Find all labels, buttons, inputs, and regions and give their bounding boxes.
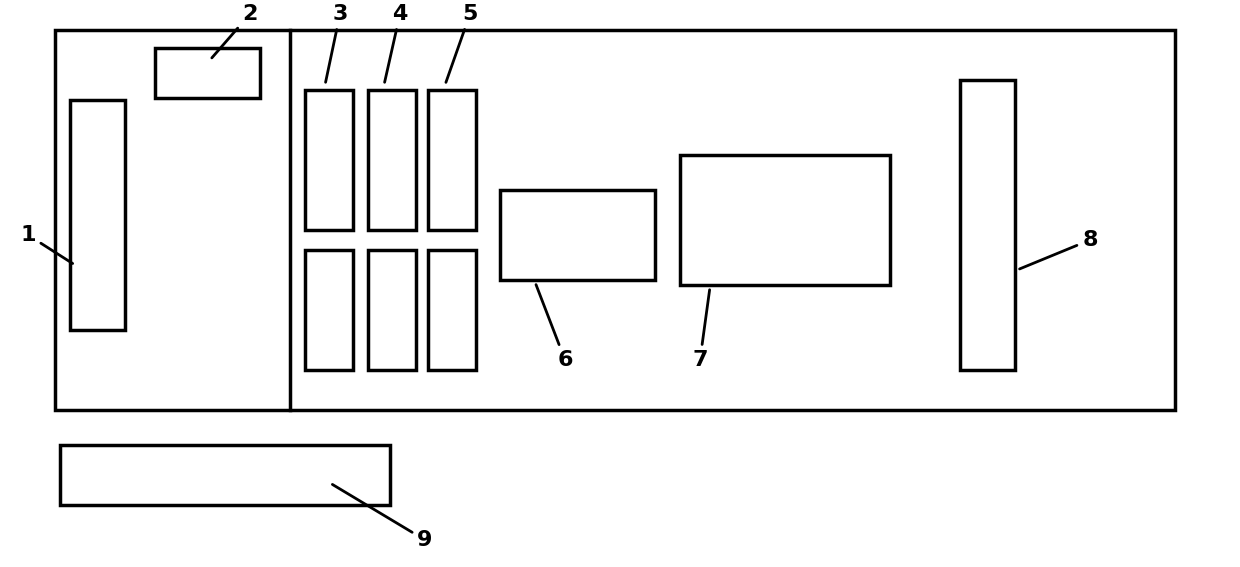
Bar: [60, 445, 391, 505]
Bar: [305, 90, 353, 230]
Text: 8: 8: [1019, 230, 1097, 269]
Text: 2: 2: [212, 4, 258, 58]
Text: 6: 6: [536, 285, 573, 370]
Text: 3: 3: [326, 4, 347, 82]
Bar: [428, 90, 476, 230]
Bar: [368, 90, 415, 230]
Bar: [55, 30, 1176, 410]
Bar: [500, 190, 655, 280]
Text: 5: 5: [446, 4, 477, 82]
Bar: [368, 250, 415, 370]
Bar: [680, 155, 890, 285]
Text: 1: 1: [20, 225, 73, 264]
Text: 7: 7: [692, 290, 709, 370]
Bar: [155, 48, 260, 98]
Bar: [428, 250, 476, 370]
Bar: [305, 250, 353, 370]
Bar: [960, 80, 1016, 370]
Text: 4: 4: [384, 4, 408, 82]
Text: 9: 9: [332, 484, 433, 550]
Bar: [69, 100, 125, 330]
